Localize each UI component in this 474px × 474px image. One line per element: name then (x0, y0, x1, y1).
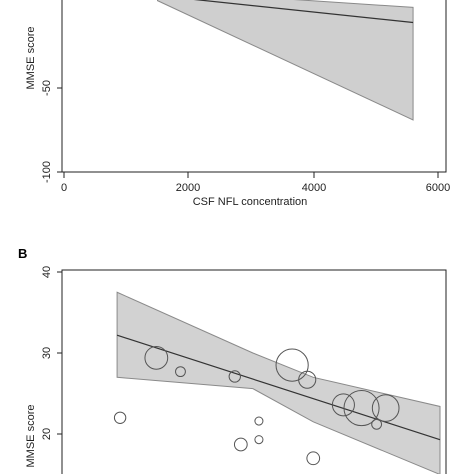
plot-frame (61, 0, 447, 173)
fit-line (116, 334, 441, 441)
data-point (306, 451, 321, 466)
y-axis-title: MMSE score (25, 405, 37, 468)
x-tick-label: 6000 (426, 182, 450, 194)
x-axis-title: CSF NFL concentration (193, 196, 308, 208)
y-tick-label: 40 (41, 266, 53, 278)
data-point (233, 437, 248, 452)
data-point (113, 411, 127, 424)
data-point (254, 435, 264, 445)
data-point (331, 393, 355, 417)
data-point (175, 366, 186, 378)
data-point (144, 345, 169, 370)
y-tick-label: -50 (41, 80, 53, 96)
panel-label: B (18, 246, 27, 261)
y-tick-label: -100 (41, 161, 53, 183)
data-point (371, 394, 400, 422)
y-tick-label: 30 (41, 347, 53, 359)
x-tick-label: 4000 (302, 182, 326, 194)
panel-a: -50 -100 MMSE score 0 2000 4000 6000 CSF… (25, 0, 450, 208)
fit-line (193, 0, 414, 24)
data-point (254, 416, 264, 426)
plot-frame (61, 269, 447, 474)
x-tick-label: 0 (61, 182, 67, 194)
y-axis-title: MMSE score (25, 27, 37, 90)
confidence-band (116, 291, 441, 474)
confidence-band (157, 0, 414, 121)
data-point (298, 370, 317, 389)
data-point (343, 390, 380, 427)
data-point (371, 418, 383, 430)
panel-b: B 40 30 20 MMSE score (18, 246, 447, 474)
data-point (275, 348, 309, 382)
scatter-points (113, 345, 400, 466)
x-tick-label: 2000 (176, 182, 200, 194)
y-tick-label: 20 (41, 428, 53, 440)
data-point (228, 370, 241, 383)
